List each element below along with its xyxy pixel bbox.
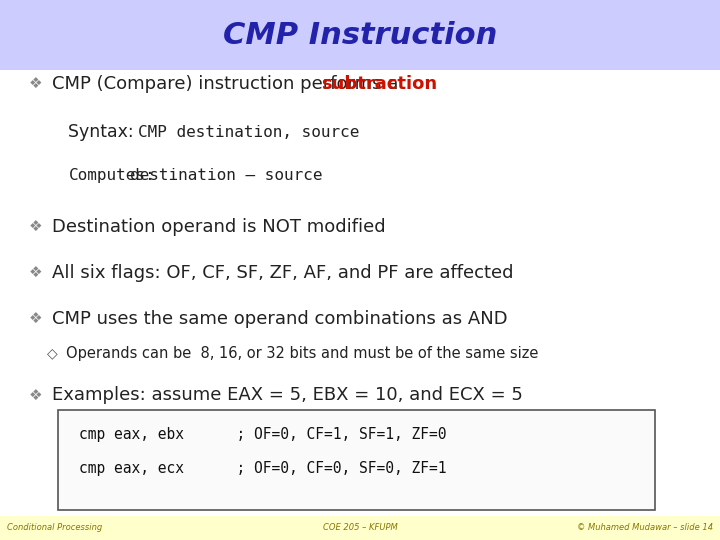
Text: COE 205 – KFUPM: COE 205 – KFUPM bbox=[323, 523, 397, 532]
Text: cmp eax, ebx      ; OF=0, CF=1, SF=1, ZF=0: cmp eax, ebx ; OF=0, CF=1, SF=1, ZF=0 bbox=[79, 427, 446, 442]
Text: ❖: ❖ bbox=[29, 219, 42, 234]
Text: ❖: ❖ bbox=[29, 311, 42, 326]
Text: cmp eax, ecx      ; OF=0, CF=0, SF=0, ZF=1: cmp eax, ecx ; OF=0, CF=0, SF=0, ZF=1 bbox=[79, 461, 446, 476]
Text: CMP (Compare) instruction performs a: CMP (Compare) instruction performs a bbox=[52, 75, 404, 93]
Text: Syntax:: Syntax: bbox=[68, 123, 150, 141]
Text: ❖: ❖ bbox=[29, 388, 42, 403]
Text: Destination operand is NOT modified: Destination operand is NOT modified bbox=[52, 218, 385, 236]
FancyBboxPatch shape bbox=[0, 516, 720, 540]
Text: All six flags: OF, CF, SF, ZF, AF, and PF are affected: All six flags: OF, CF, SF, ZF, AF, and P… bbox=[52, 264, 513, 282]
Text: Examples: assume EAX = 5, EBX = 10, and ECX = 5: Examples: assume EAX = 5, EBX = 10, and … bbox=[52, 386, 523, 404]
Text: subtraction: subtraction bbox=[321, 75, 437, 93]
Text: destination – source: destination – source bbox=[130, 168, 323, 183]
Text: Conditional Processing: Conditional Processing bbox=[7, 523, 102, 532]
Text: ◇: ◇ bbox=[47, 347, 58, 361]
Text: © Muhamed Mudawar – slide 14: © Muhamed Mudawar – slide 14 bbox=[577, 523, 713, 532]
Text: Computes:: Computes: bbox=[68, 168, 155, 183]
Text: ❖: ❖ bbox=[29, 76, 42, 91]
Text: CMP Instruction: CMP Instruction bbox=[222, 21, 498, 50]
Text: Operands can be  8, 16, or 32 bits and must be of the same size: Operands can be 8, 16, or 32 bits and mu… bbox=[66, 346, 539, 361]
Text: CMP destination, source: CMP destination, source bbox=[138, 125, 360, 140]
Text: CMP uses the same operand combinations as AND: CMP uses the same operand combinations a… bbox=[52, 309, 508, 328]
FancyBboxPatch shape bbox=[58, 410, 655, 510]
FancyBboxPatch shape bbox=[0, 0, 720, 70]
Text: ❖: ❖ bbox=[29, 265, 42, 280]
